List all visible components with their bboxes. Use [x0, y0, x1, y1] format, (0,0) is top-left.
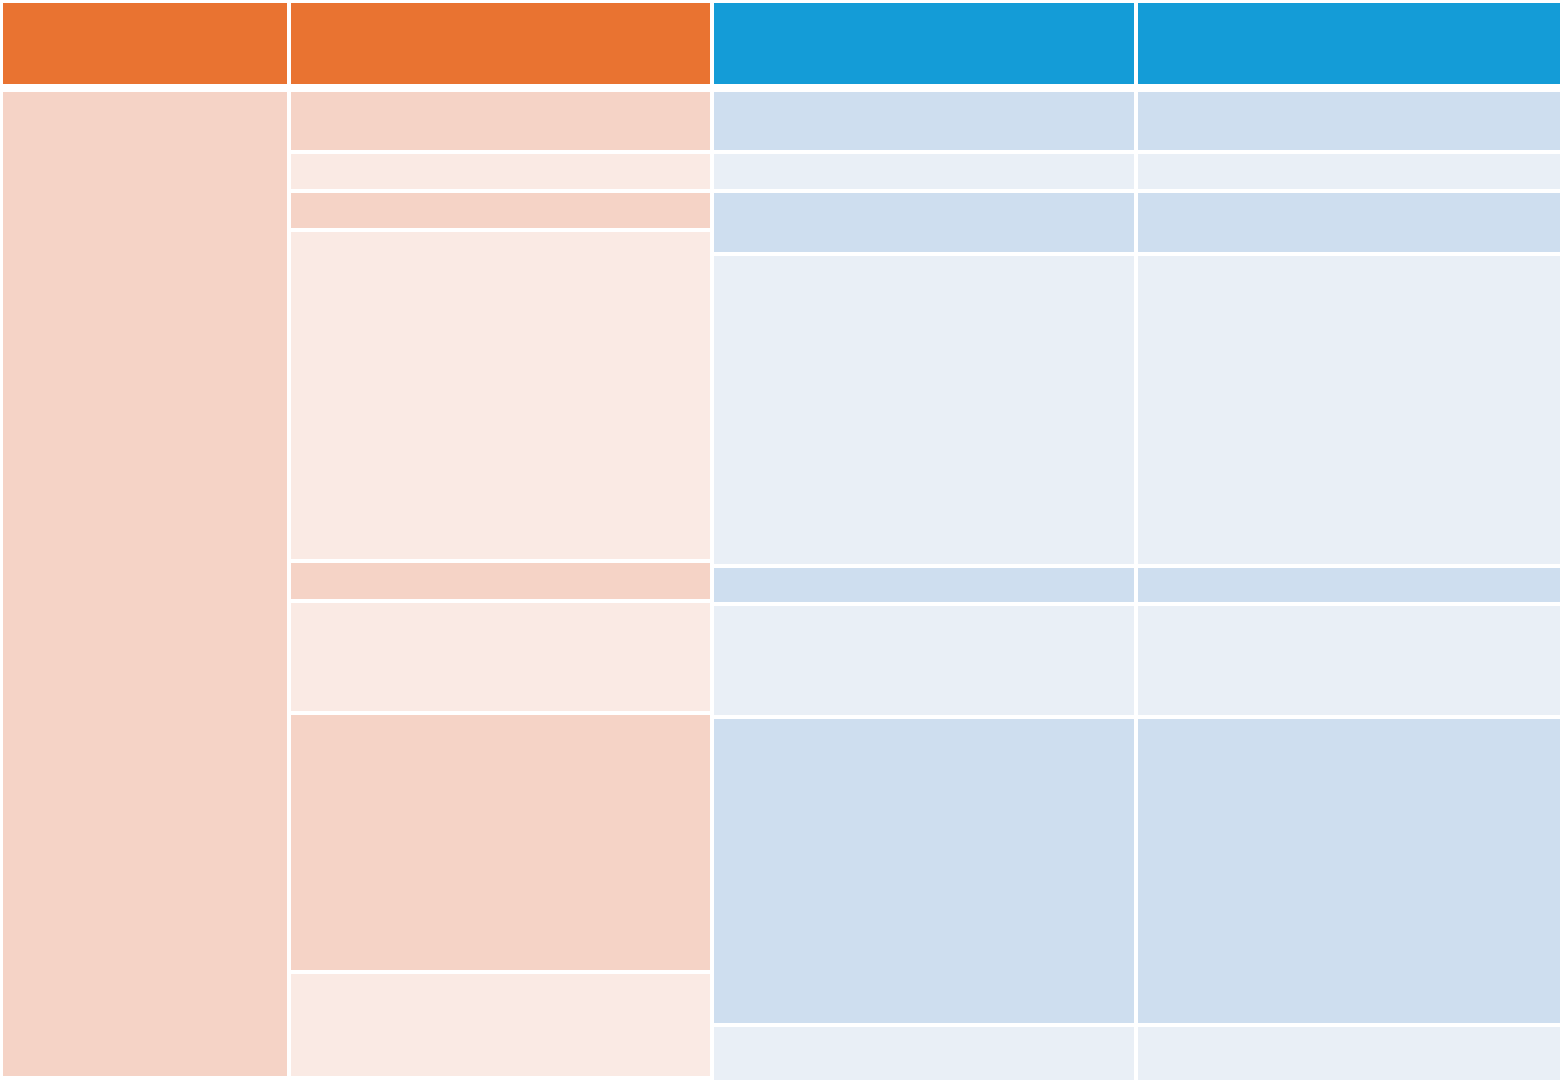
- table-row: [291, 154, 710, 189]
- table-cell: [714, 1027, 1134, 1080]
- blue-header-cell-1: [714, 3, 1134, 84]
- table-row: [714, 154, 1560, 189]
- table-row: [291, 232, 710, 559]
- table-cell: [291, 715, 710, 970]
- table-row: [291, 603, 710, 711]
- orange-header-row: [3, 3, 710, 84]
- table-row: [714, 193, 1560, 252]
- table-cell: [1138, 1027, 1560, 1080]
- table-row: [291, 715, 710, 970]
- table-cell: [1138, 154, 1560, 189]
- orange-header-cell-2: [291, 3, 710, 84]
- blue-header-row: [714, 3, 1560, 84]
- table-row: [291, 193, 710, 228]
- blue-header-cell-2: [1138, 3, 1560, 84]
- table-row: [714, 568, 1560, 602]
- table-row: [714, 719, 1560, 1023]
- orange-body-rows: [291, 92, 710, 1076]
- table-cell: [291, 92, 710, 150]
- table-cell: [291, 154, 710, 189]
- table-cell: [714, 719, 1134, 1023]
- table-cell: [291, 603, 710, 711]
- table-cell: [1138, 193, 1560, 252]
- table-cell: [291, 193, 710, 228]
- table-cell: [1138, 256, 1560, 564]
- table-cell: [1138, 92, 1560, 150]
- table-cell: [714, 154, 1134, 189]
- orange-comparison-table: [3, 3, 710, 1076]
- table-cell: [714, 568, 1134, 602]
- table-row: [714, 1027, 1560, 1080]
- orange-table-body: [3, 92, 710, 1076]
- table-row: [714, 92, 1560, 150]
- table-row: [291, 92, 710, 150]
- table-cell: [714, 92, 1134, 150]
- table-cell: [1138, 719, 1560, 1023]
- table-row: [291, 974, 710, 1076]
- table-cell: [714, 606, 1134, 715]
- blue-comparison-table: [714, 3, 1560, 1080]
- orange-merged-label-cell: [3, 92, 287, 1076]
- table-row: [291, 563, 710, 599]
- orange-header-cell-1: [3, 3, 287, 84]
- table-cell: [714, 193, 1134, 252]
- table-cell: [291, 974, 710, 1076]
- table-row: [714, 256, 1560, 564]
- table-row: [714, 606, 1560, 715]
- table-cell: [291, 232, 710, 559]
- table-cell: [1138, 568, 1560, 602]
- blue-body-rows: [714, 92, 1560, 1080]
- table-cell: [291, 563, 710, 599]
- table-cell: [714, 256, 1134, 564]
- table-cell: [1138, 606, 1560, 715]
